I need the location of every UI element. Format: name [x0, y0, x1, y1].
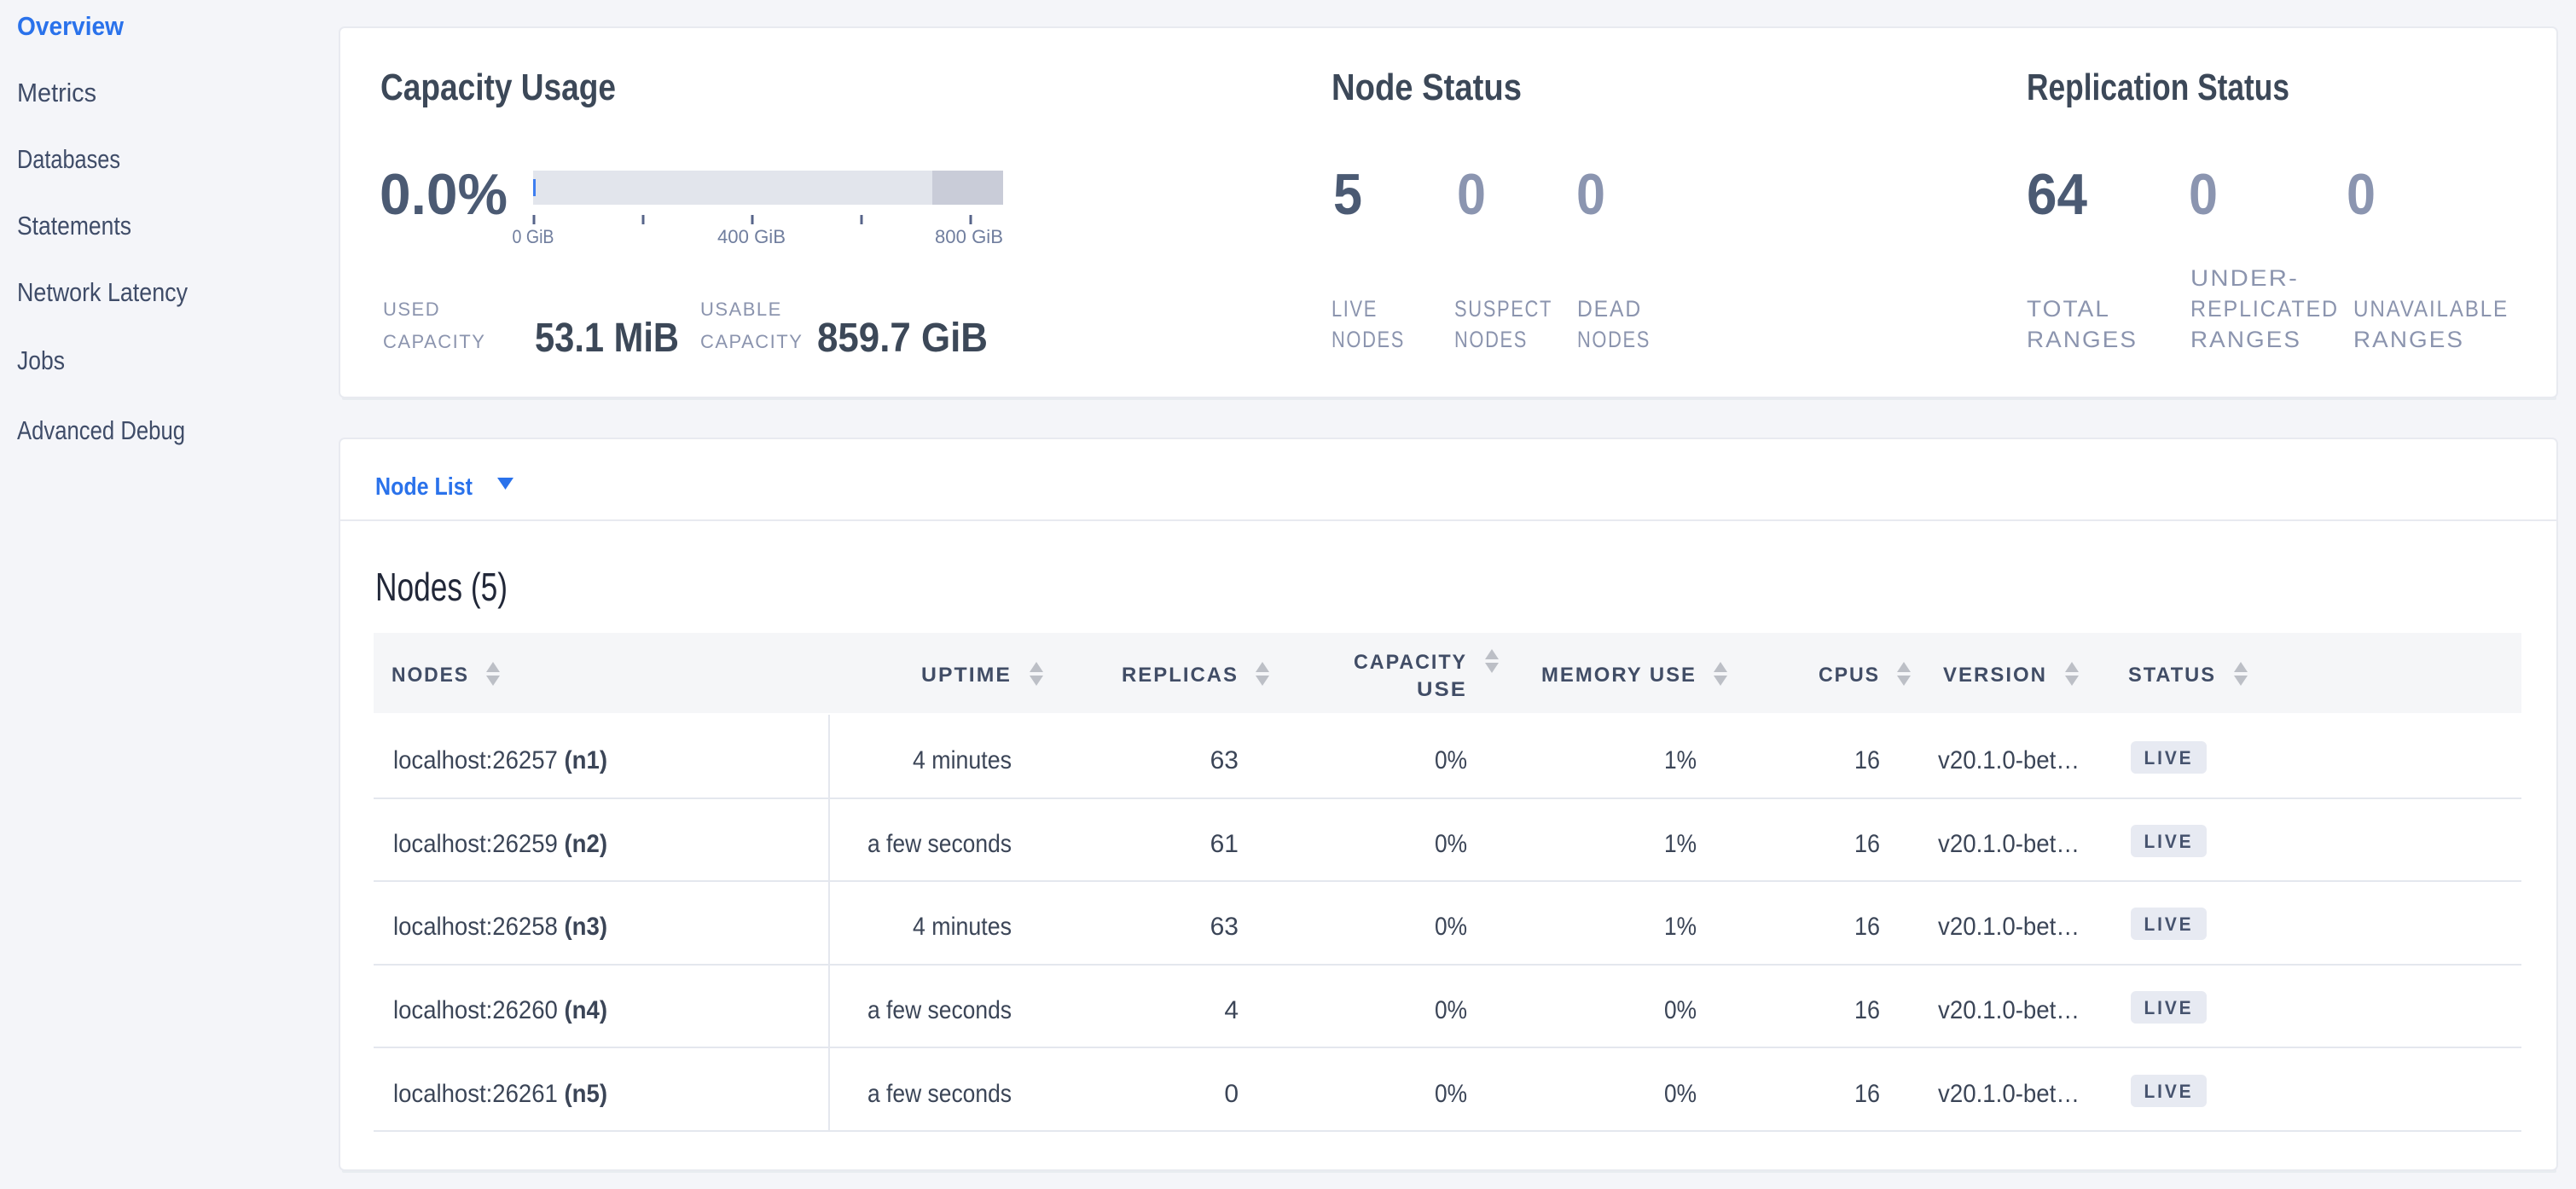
svg-text:4 minutes: 4 minutes [913, 746, 1012, 774]
svg-text:0%: 0% [1435, 996, 1467, 1024]
svg-text:0%: 0% [1435, 746, 1467, 774]
svg-text:CPUS: CPUS [1819, 664, 1880, 687]
svg-text:16: 16 [1854, 996, 1880, 1024]
svg-text:Nodes (5): Nodes (5) [375, 565, 508, 609]
svg-text:64: 64 [2027, 162, 2087, 227]
svg-text:NODES: NODES [1332, 327, 1405, 352]
svg-text:localhost:26257 (n1): localhost:26257 (n1) [393, 746, 607, 774]
svg-text:STATUS: STATUS [2128, 664, 2216, 687]
svg-text:0%: 0% [1664, 996, 1697, 1024]
svg-text:16: 16 [1854, 1080, 1880, 1108]
svg-text:RANGES: RANGES [2027, 327, 2138, 352]
svg-text:UNDER-: UNDER- [2190, 265, 2299, 291]
svg-text:LIVE: LIVE [2144, 831, 2194, 852]
svg-text:CAPACITY: CAPACITY [383, 331, 485, 352]
svg-text:v20.1.0-bet…: v20.1.0-bet… [1938, 1080, 2080, 1108]
svg-text:a few seconds: a few seconds [867, 830, 1012, 858]
svg-text:localhost:26259 (n2): localhost:26259 (n2) [393, 830, 607, 858]
svg-text:1%: 1% [1664, 830, 1697, 858]
svg-text:Network Latency: Network Latency [17, 277, 188, 307]
svg-text:0: 0 [1576, 162, 1605, 227]
svg-text:LIVE: LIVE [2144, 997, 2194, 1018]
svg-text:RANGES: RANGES [2190, 327, 2301, 352]
svg-text:400 GiB: 400 GiB [717, 226, 786, 247]
svg-text:0: 0 [2347, 162, 2376, 227]
svg-text:63: 63 [1210, 913, 1239, 941]
svg-text:1%: 1% [1664, 913, 1697, 941]
svg-text:Replication Status: Replication Status [2027, 67, 2289, 108]
svg-text:859.7 GiB: 859.7 GiB [817, 316, 988, 361]
svg-text:Capacity Usage: Capacity Usage [380, 67, 616, 108]
svg-text:Databases: Databases [17, 144, 120, 174]
svg-text:5: 5 [1333, 162, 1362, 227]
svg-text:USABLE: USABLE [700, 299, 782, 320]
svg-text:0%: 0% [1435, 830, 1467, 858]
svg-text:0: 0 [1457, 162, 1486, 227]
svg-text:Advanced Debug: Advanced Debug [17, 415, 185, 445]
svg-text:0: 0 [1224, 1080, 1239, 1108]
svg-text:DEAD: DEAD [1577, 296, 1642, 322]
svg-text:4: 4 [1224, 996, 1239, 1024]
svg-text:NODES: NODES [1454, 327, 1528, 352]
svg-text:800 GiB: 800 GiB [935, 226, 1003, 247]
svg-text:0%: 0% [1435, 913, 1467, 941]
svg-text:53.1 MiB: 53.1 MiB [535, 316, 679, 361]
svg-text:RANGES: RANGES [2353, 327, 2464, 352]
svg-text:localhost:26260 (n4): localhost:26260 (n4) [393, 996, 607, 1024]
svg-text:61: 61 [1210, 830, 1239, 858]
svg-text:0.0%: 0.0% [380, 162, 508, 227]
svg-text:a few seconds: a few seconds [867, 1080, 1012, 1108]
svg-text:MEMORY USE: MEMORY USE [1541, 664, 1697, 687]
svg-text:Metrics: Metrics [17, 78, 96, 107]
svg-text:Node List: Node List [375, 473, 473, 501]
svg-text:1%: 1% [1664, 746, 1697, 774]
svg-text:LIVE: LIVE [2144, 747, 2194, 768]
svg-text:UPTIME: UPTIME [921, 664, 1012, 687]
svg-text:a few seconds: a few seconds [867, 996, 1012, 1024]
svg-text:NODES: NODES [1577, 327, 1651, 352]
svg-text:LIVE: LIVE [1332, 296, 1378, 322]
svg-text:v20.1.0-bet…: v20.1.0-bet… [1938, 996, 2080, 1024]
svg-text:0%: 0% [1435, 1080, 1467, 1108]
svg-text:0%: 0% [1664, 1080, 1697, 1108]
svg-text:localhost:26258 (n3): localhost:26258 (n3) [393, 913, 607, 941]
svg-text:0 GiB: 0 GiB [513, 226, 554, 247]
svg-text:v20.1.0-bet…: v20.1.0-bet… [1938, 830, 2080, 858]
svg-text:USED: USED [383, 299, 440, 320]
svg-text:CAPACITY: CAPACITY [1354, 651, 1467, 674]
svg-text:LIVE: LIVE [2144, 1081, 2194, 1102]
svg-text:63: 63 [1210, 746, 1239, 774]
svg-text:Overview: Overview [17, 11, 125, 41]
svg-text:4 minutes: 4 minutes [913, 913, 1012, 941]
svg-text:UNAVAILABLE: UNAVAILABLE [2353, 296, 2509, 322]
svg-text:VERSION: VERSION [1943, 664, 2047, 687]
svg-text:localhost:26261 (n5): localhost:26261 (n5) [393, 1080, 607, 1108]
svg-text:0: 0 [2189, 162, 2218, 227]
svg-text:16: 16 [1854, 830, 1880, 858]
svg-text:TOTAL: TOTAL [2027, 296, 2110, 322]
svg-text:Node Status: Node Status [1332, 67, 1522, 108]
svg-text:SUSPECT: SUSPECT [1454, 296, 1552, 322]
svg-text:USE: USE [1417, 678, 1467, 701]
svg-text:16: 16 [1854, 746, 1880, 774]
svg-text:v20.1.0-bet…: v20.1.0-bet… [1938, 746, 2080, 774]
svg-text:NODES: NODES [392, 664, 469, 687]
svg-text:CAPACITY: CAPACITY [700, 331, 803, 352]
svg-text:v20.1.0-bet…: v20.1.0-bet… [1938, 913, 2080, 941]
svg-text:REPLICATED: REPLICATED [2190, 296, 2339, 322]
svg-text:REPLICAS: REPLICAS [1122, 664, 1239, 687]
svg-text:16: 16 [1854, 913, 1880, 941]
svg-text:Jobs: Jobs [17, 345, 65, 375]
svg-text:LIVE: LIVE [2144, 914, 2194, 935]
svg-text:Statements: Statements [17, 211, 131, 241]
